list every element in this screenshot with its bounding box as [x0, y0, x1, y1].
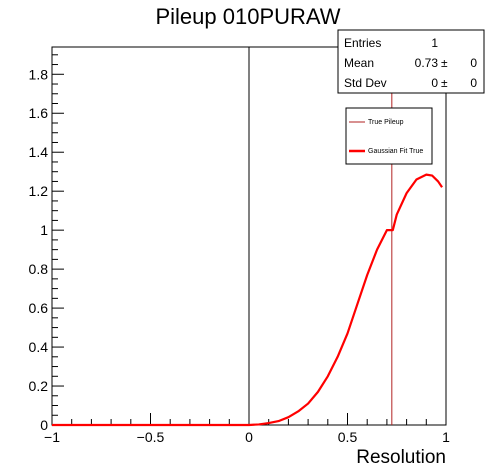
stats-box-frame — [337, 29, 485, 94]
legend: True Pileup Gaussian Fit True — [345, 107, 433, 165]
x-tick-label: −1 — [44, 429, 60, 445]
stats-plusminus: ± — [441, 56, 448, 70]
stats-label: Entries — [344, 36, 381, 50]
y-tick-label: 1.8 — [29, 66, 49, 82]
stats-value: 1 — [431, 36, 438, 50]
stats-error: 0 — [470, 56, 477, 70]
x-axis-label: Resolution — [356, 447, 446, 468]
stats-label: Mean — [344, 56, 374, 70]
y-tick-label: 1.6 — [29, 105, 49, 121]
x-tick-label: 1 — [442, 429, 450, 445]
stats-error: 0 — [470, 76, 477, 90]
stats-plusminus: ± — [441, 76, 448, 90]
legend-label-gaussian-fit: Gaussian Fit True — [368, 148, 423, 155]
y-tick-label: 0.2 — [29, 378, 49, 394]
x-tick-label: 0 — [245, 429, 253, 445]
y-tick-label: 0 — [40, 417, 48, 433]
y-tick-label: 1.4 — [29, 144, 49, 160]
stats-value: 0.73 — [415, 56, 439, 70]
stats-value: 0 — [431, 76, 438, 90]
y-tick-label: 0.8 — [29, 261, 49, 277]
series-line-gaussian-fit — [52, 173, 443, 427]
x-tick-label: 0.5 — [338, 429, 358, 445]
stats-label: Std Dev — [344, 76, 387, 90]
y-tick-label: 1.2 — [29, 183, 49, 199]
legend-label-true-pileup: True Pileup — [368, 119, 404, 126]
y-tick-label: 0.6 — [29, 300, 49, 316]
plot-area: −1 −0.5 0 0.5 1 0 0.2 0.4 0.6 0.8 1 1.2 1.4 1.6 1.8 — [29, 46, 450, 445]
x-tick-label: −0.5 — [137, 429, 165, 445]
legend-frame — [345, 107, 433, 165]
y-tick-label: 1 — [40, 222, 48, 238]
y-tick-label: 0.4 — [29, 339, 49, 355]
chart-title: Pileup 010PURAW — [155, 4, 340, 29]
